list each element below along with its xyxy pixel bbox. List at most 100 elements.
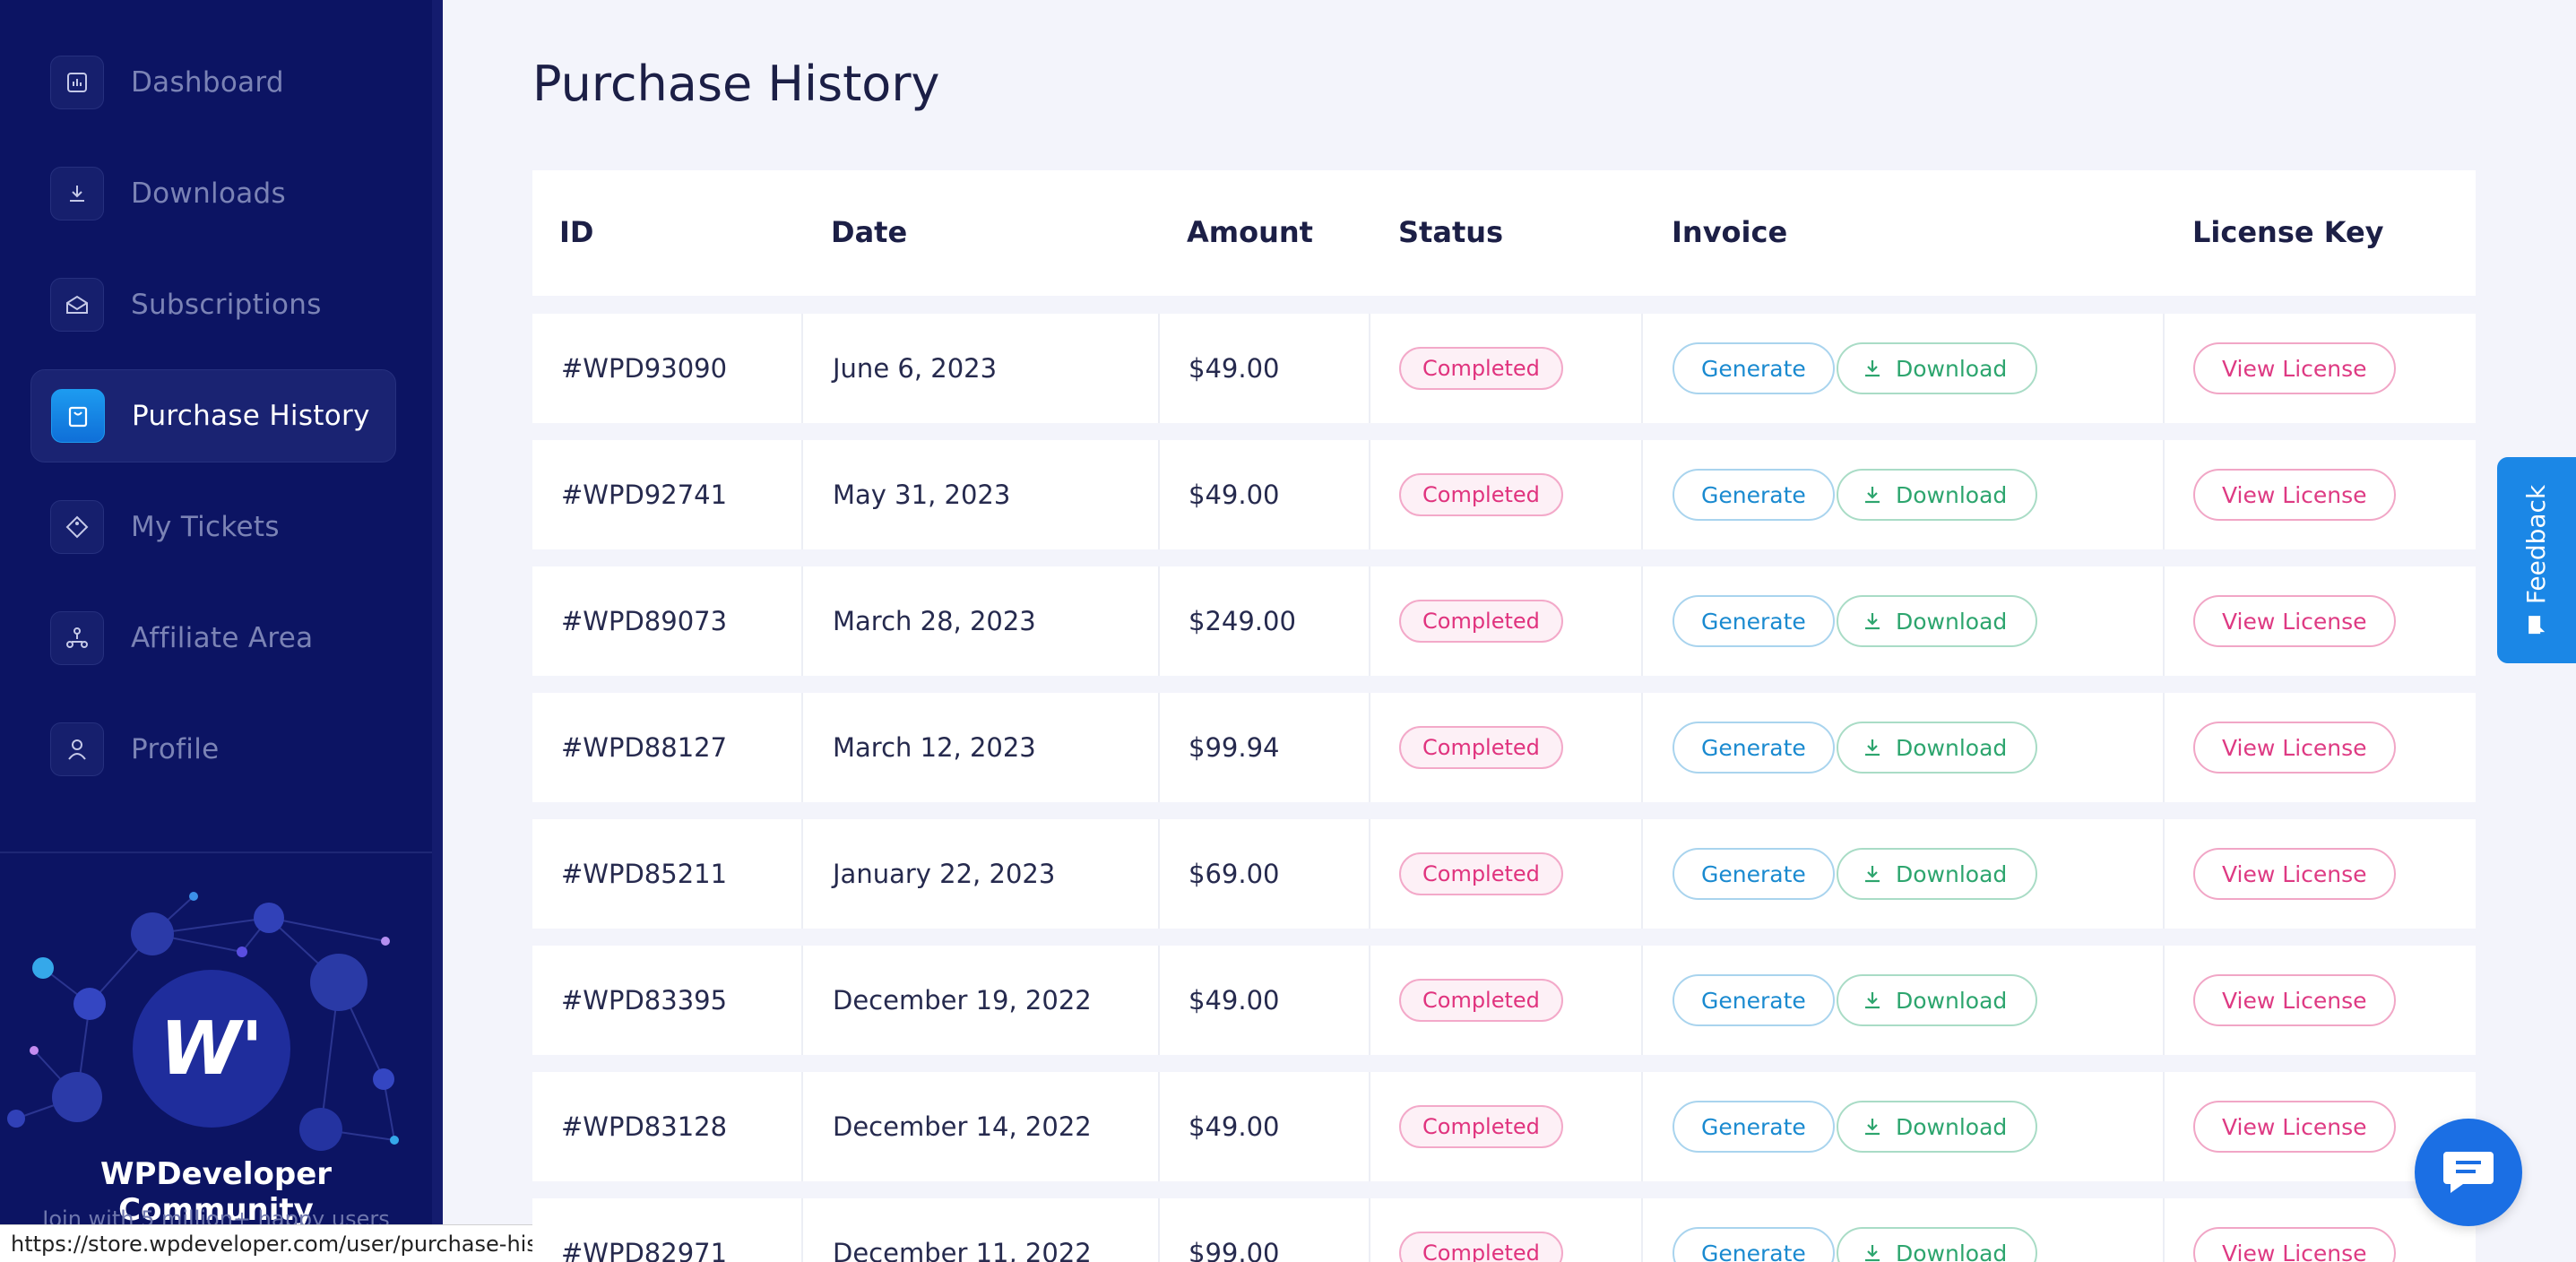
- generate-invoice-button[interactable]: Generate: [1673, 722, 1835, 774]
- column-divider: [1641, 314, 1643, 423]
- column-divider: [801, 440, 803, 549]
- sidebar-item-my-tickets[interactable]: My Tickets: [30, 480, 396, 574]
- sidebar-item-label: Profile: [131, 733, 220, 765]
- ticket-icon: [50, 500, 104, 554]
- sidebar-item-downloads[interactable]: Downloads: [30, 147, 396, 240]
- column-divider: [1641, 1198, 1643, 1262]
- order-amount: $49.00: [1189, 480, 1280, 510]
- order-date: January 22, 2023: [833, 859, 1056, 889]
- generate-invoice-button[interactable]: Generate: [1673, 974, 1835, 1026]
- column-divider: [2163, 946, 2165, 1055]
- column-header-date: Date: [831, 215, 908, 249]
- column-divider: [801, 314, 803, 423]
- column-divider: [1641, 440, 1643, 549]
- sidebar-item-label: Downloads: [131, 177, 286, 210]
- sidebar-item-affiliate-area[interactable]: Affiliate Area: [30, 592, 396, 685]
- download-icon: [50, 167, 104, 220]
- feedback-tab[interactable]: Feedback: [2497, 457, 2576, 663]
- download-invoice-button[interactable]: Download: [1837, 848, 2038, 900]
- order-date: December 14, 2022: [833, 1111, 1092, 1142]
- download-icon: [1865, 613, 1880, 630]
- order-id: #WPD82971: [561, 1238, 728, 1262]
- table-row: #WPD83395 December 19, 2022 $49.00 Complete…: [532, 946, 2476, 1055]
- view-license-button[interactable]: View License: [2193, 595, 2396, 647]
- column-divider: [1158, 946, 1160, 1055]
- order-id: #WPD85211: [561, 859, 728, 889]
- order-date: December 11, 2022: [833, 1238, 1092, 1262]
- column-divider: [1641, 693, 1643, 802]
- order-date: June 6, 2023: [833, 353, 998, 384]
- sidebar-scrollbar[interactable]: [432, 0, 443, 1262]
- generate-invoice-button[interactable]: Generate: [1673, 595, 1835, 647]
- generate-invoice-button[interactable]: Generate: [1673, 469, 1835, 521]
- download-invoice-button[interactable]: Download: [1837, 342, 2038, 394]
- download-invoice-button[interactable]: Download: [1837, 974, 2038, 1026]
- column-header-status: Status: [1398, 215, 1504, 249]
- status-badge: Completed: [1399, 852, 1563, 895]
- download-invoice-button[interactable]: Download: [1837, 1101, 2038, 1153]
- column-header-license-key: License Key: [2192, 215, 2384, 249]
- community-banner[interactable]: W': [0, 853, 432, 1262]
- download-icon: [1865, 487, 1880, 504]
- community-network-graphic: W': [7, 892, 399, 1151]
- sidebar: Dashboard Downloads Subscriptions Purchase …: [0, 0, 432, 1262]
- status-badge: Completed: [1399, 979, 1563, 1022]
- column-divider: [1369, 1198, 1370, 1262]
- sidebar-item-label: Subscriptions: [131, 289, 322, 321]
- column-divider: [801, 1072, 803, 1181]
- order-id: #WPD92741: [561, 480, 728, 510]
- view-license-button[interactable]: View License: [2193, 722, 2396, 774]
- download-invoice-button[interactable]: Download: [1837, 1227, 2038, 1262]
- column-header-invoice: Invoice: [1672, 215, 1788, 249]
- column-header-amount: Amount: [1187, 215, 1313, 249]
- view-license-button[interactable]: View License: [2193, 974, 2396, 1026]
- column-divider: [1369, 946, 1370, 1055]
- column-divider: [1158, 693, 1160, 802]
- network-icon: [50, 611, 104, 665]
- view-license-button[interactable]: View License: [2193, 469, 2396, 521]
- column-divider: [1158, 1198, 1160, 1262]
- table-row: #WPD85211 January 22, 2023 $69.00 Completed…: [532, 819, 2476, 929]
- download-invoice-button[interactable]: Download: [1837, 469, 2038, 521]
- column-divider: [1158, 819, 1160, 929]
- sidebar-item-subscriptions[interactable]: Subscriptions: [30, 258, 396, 351]
- status-badge: Completed: [1399, 347, 1563, 390]
- feedback-label: Feedback: [2521, 484, 2552, 604]
- shopping-bag-icon: [51, 389, 105, 443]
- sidebar-item-profile[interactable]: Profile: [30, 703, 396, 796]
- order-amount: $249.00: [1189, 606, 1296, 636]
- download-invoice-button[interactable]: Download: [1837, 595, 2038, 647]
- order-amount: $49.00: [1189, 1111, 1280, 1142]
- column-divider: [1369, 1072, 1370, 1181]
- sidebar-divider: [0, 851, 432, 853]
- view-license-button[interactable]: View License: [2193, 1227, 2396, 1262]
- chat-button[interactable]: [2415, 1119, 2522, 1226]
- view-license-button[interactable]: View License: [2193, 342, 2396, 394]
- sidebar-item-label: Affiliate Area: [131, 622, 314, 654]
- column-divider: [2163, 1198, 2165, 1262]
- order-amount: $49.00: [1189, 985, 1280, 1016]
- table-row: #WPD88127 March 12, 2023 $99.94 Completed Ge…: [532, 693, 2476, 802]
- download-icon: [1865, 360, 1880, 377]
- download-invoice-button[interactable]: Download: [1837, 722, 2038, 774]
- generate-invoice-button[interactable]: Generate: [1673, 1227, 1835, 1262]
- generate-invoice-button[interactable]: Generate: [1673, 848, 1835, 900]
- column-divider: [801, 693, 803, 802]
- view-license-button[interactable]: View License: [2193, 1101, 2396, 1153]
- order-date: March 12, 2023: [833, 732, 1036, 763]
- sidebar-item-dashboard[interactable]: Dashboard: [30, 36, 396, 129]
- page-scrollbar[interactable]: [2563, 0, 2576, 1262]
- download-icon: [1865, 866, 1880, 883]
- table-row: #WPD93090 June 6, 2023 $49.00 Completed Gene…: [532, 314, 2476, 423]
- table-row: #WPD92741 May 31, 2023 $49.00 Completed Gene…: [532, 440, 2476, 549]
- column-divider: [801, 946, 803, 1055]
- generate-invoice-button[interactable]: Generate: [1673, 342, 1835, 394]
- page-title: Purchase History: [532, 56, 940, 112]
- purchase-history-table: ID Date Amount Status Invoice License Ke…: [532, 170, 2476, 1262]
- sidebar-item-purchase-history[interactable]: Purchase History: [30, 369, 396, 462]
- table-row: #WPD83128 December 14, 2022 $49.00 Complete…: [532, 1072, 2476, 1181]
- view-license-button[interactable]: View License: [2193, 848, 2396, 900]
- order-date: December 19, 2022: [833, 985, 1092, 1016]
- generate-invoice-button[interactable]: Generate: [1673, 1101, 1835, 1153]
- community-title: WPDeveloper Community: [99, 1156, 333, 1228]
